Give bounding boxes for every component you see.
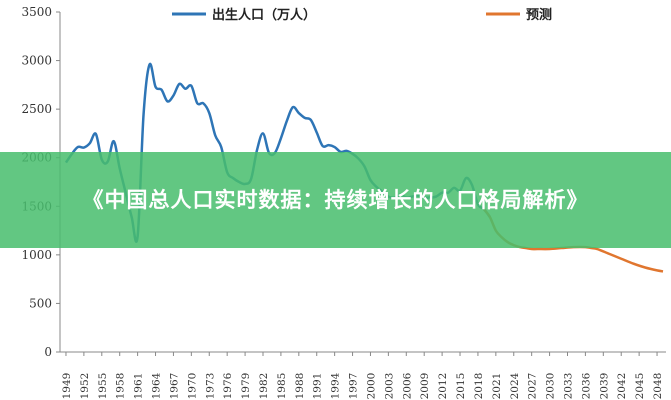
x-tick-label: 2009 [419,373,431,400]
x-tick-label: 1994 [330,372,342,399]
x-tick-label: 2000 [365,373,377,400]
x-tick-label: 1991 [312,373,324,400]
y-tick-label: 0 [44,345,52,359]
x-tick-label: 1949 [61,373,73,400]
x-tick-label: 2048 [652,373,664,400]
x-tick-label: 2018 [473,373,485,400]
x-tick-label: 1988 [294,373,306,400]
x-tick-label: 1982 [258,373,270,400]
x-tick-label: 2042 [616,373,628,400]
x-tick-label: 1997 [348,373,360,400]
x-tick-label: 1976 [222,372,234,399]
chart-legend: 出生人口（万人） 预测 [172,7,552,23]
x-tick-label: 2015 [455,373,467,400]
x-tick-label: 2045 [634,373,646,400]
x-tick-label: 2036 [580,372,592,399]
y-tick-label: 3000 [21,54,52,68]
x-tick-label: 1964 [151,372,163,399]
x-tick-label: 1973 [204,373,216,400]
x-axis-ticks: 1949 1952 1955 1958 1961 1964 1967 1970 1973 1976… [61,352,664,399]
x-tick-label: 1979 [240,373,252,400]
y-tick-label: 2500 [21,102,52,116]
legend-label-forecast: 预测 [526,7,552,23]
title-banner: 《中国总人口实时数据：持续增长的人口格局解析》 [0,152,671,248]
x-tick-label: 2027 [527,373,539,400]
x-tick-label: 1952 [79,373,91,400]
x-tick-label: 1970 [186,373,198,400]
x-tick-label: 2021 [491,373,503,400]
y-tick-label: 1000 [21,248,52,262]
x-tick-label: 2033 [562,373,574,400]
banner-title: 《中国总人口实时数据：持续增长的人口格局解析》 [82,188,589,212]
x-tick-label: 2006 [401,372,413,399]
x-tick-label: 2012 [437,373,449,400]
legend-label-births: 出生人口（万人） [212,7,316,23]
x-tick-label: 2003 [383,373,395,400]
x-tick-label: 1985 [276,373,288,400]
x-tick-label: 1967 [168,373,180,400]
y-tick-label: 500 [29,296,52,310]
x-tick-label: 1955 [97,373,109,400]
x-tick-label: 2024 [509,372,521,399]
y-tick-label: 3500 [21,5,52,19]
x-tick-label: 2030 [545,373,557,400]
x-tick-label: 1958 [115,373,127,400]
x-tick-label: 2039 [598,373,610,400]
x-tick-label: 1961 [133,373,145,400]
